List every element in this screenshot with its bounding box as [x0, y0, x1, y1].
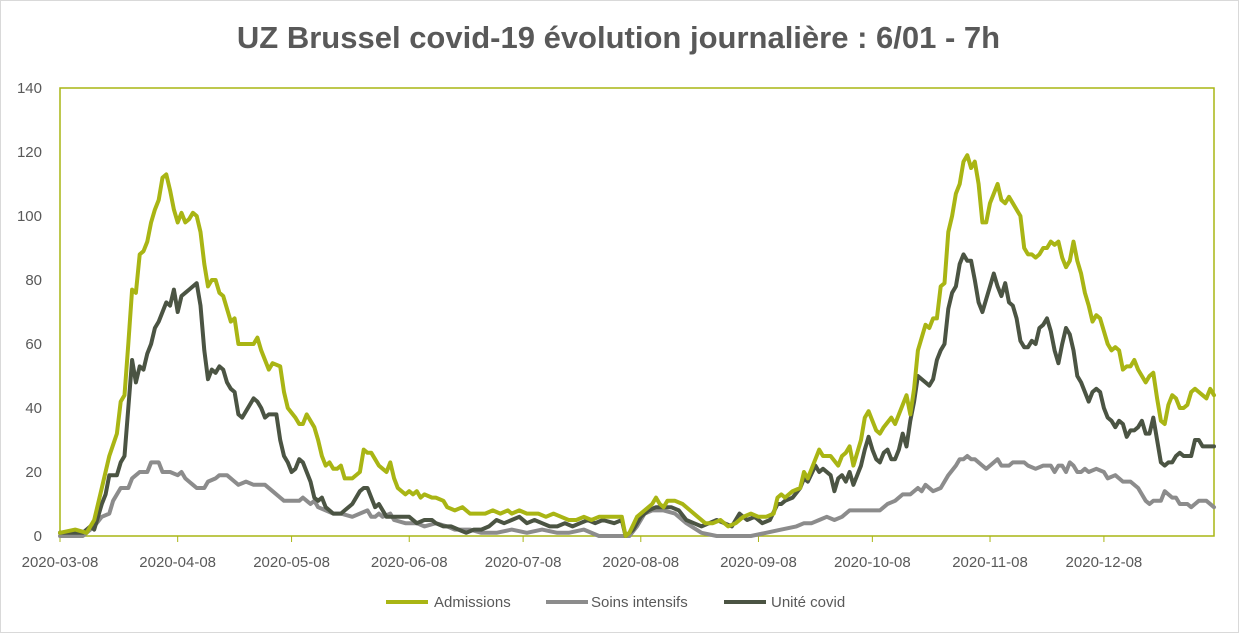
x-tick-label: 2020-09-08 — [720, 554, 797, 571]
x-tick-label: 2020-11-08 — [952, 554, 1028, 571]
y-tick-label: 80 — [25, 272, 42, 289]
plot-border — [59, 87, 1215, 537]
x-tick-label: 2020-10-08 — [834, 554, 911, 571]
y-tick-label: 60 — [25, 336, 42, 353]
x-tick-label: 2020-04-08 — [139, 554, 216, 571]
legend-label: Soins intensifs — [591, 594, 688, 611]
legend-label: Unité covid — [771, 594, 845, 611]
x-axis-ticks: 2020-03-08 2020-04-08 2020-05-08 2020-06-08… — [22, 536, 1143, 571]
y-tick-label: 40 — [25, 400, 42, 417]
chart-title: UZ Brussel covid-19 évolution journalièr… — [236, 20, 1001, 55]
y-tick-label: 0 — [34, 528, 42, 545]
y-axis-ticks: 0 20 40 60 80 100 120 140 — [17, 80, 42, 545]
x-tick-label: 2020-08-08 — [602, 554, 679, 571]
y-tick-label: 20 — [25, 464, 42, 481]
x-tick-label: 2020-05-08 — [253, 554, 330, 571]
y-tick-label: 140 — [17, 80, 42, 97]
plot-area — [59, 87, 1215, 537]
x-tick-label: 2020-06-08 — [371, 554, 448, 571]
x-tick-label: 2020-07-08 — [485, 554, 562, 571]
x-tick-label: 2020-03-08 — [22, 554, 99, 571]
series-line-soins-intensifs — [58, 454, 1216, 538]
series-line-unit-covid — [58, 252, 1216, 538]
x-tick-label: 2020-12-08 — [1066, 554, 1143, 571]
y-tick-label: 100 — [17, 208, 42, 225]
legend-label: Admissions — [434, 594, 511, 611]
series-layer — [58, 153, 1216, 538]
legend: Admissions Soins intensifs Unité covid — [386, 594, 845, 611]
series-line-admissions — [58, 153, 1216, 538]
y-tick-label: 120 — [17, 144, 42, 161]
